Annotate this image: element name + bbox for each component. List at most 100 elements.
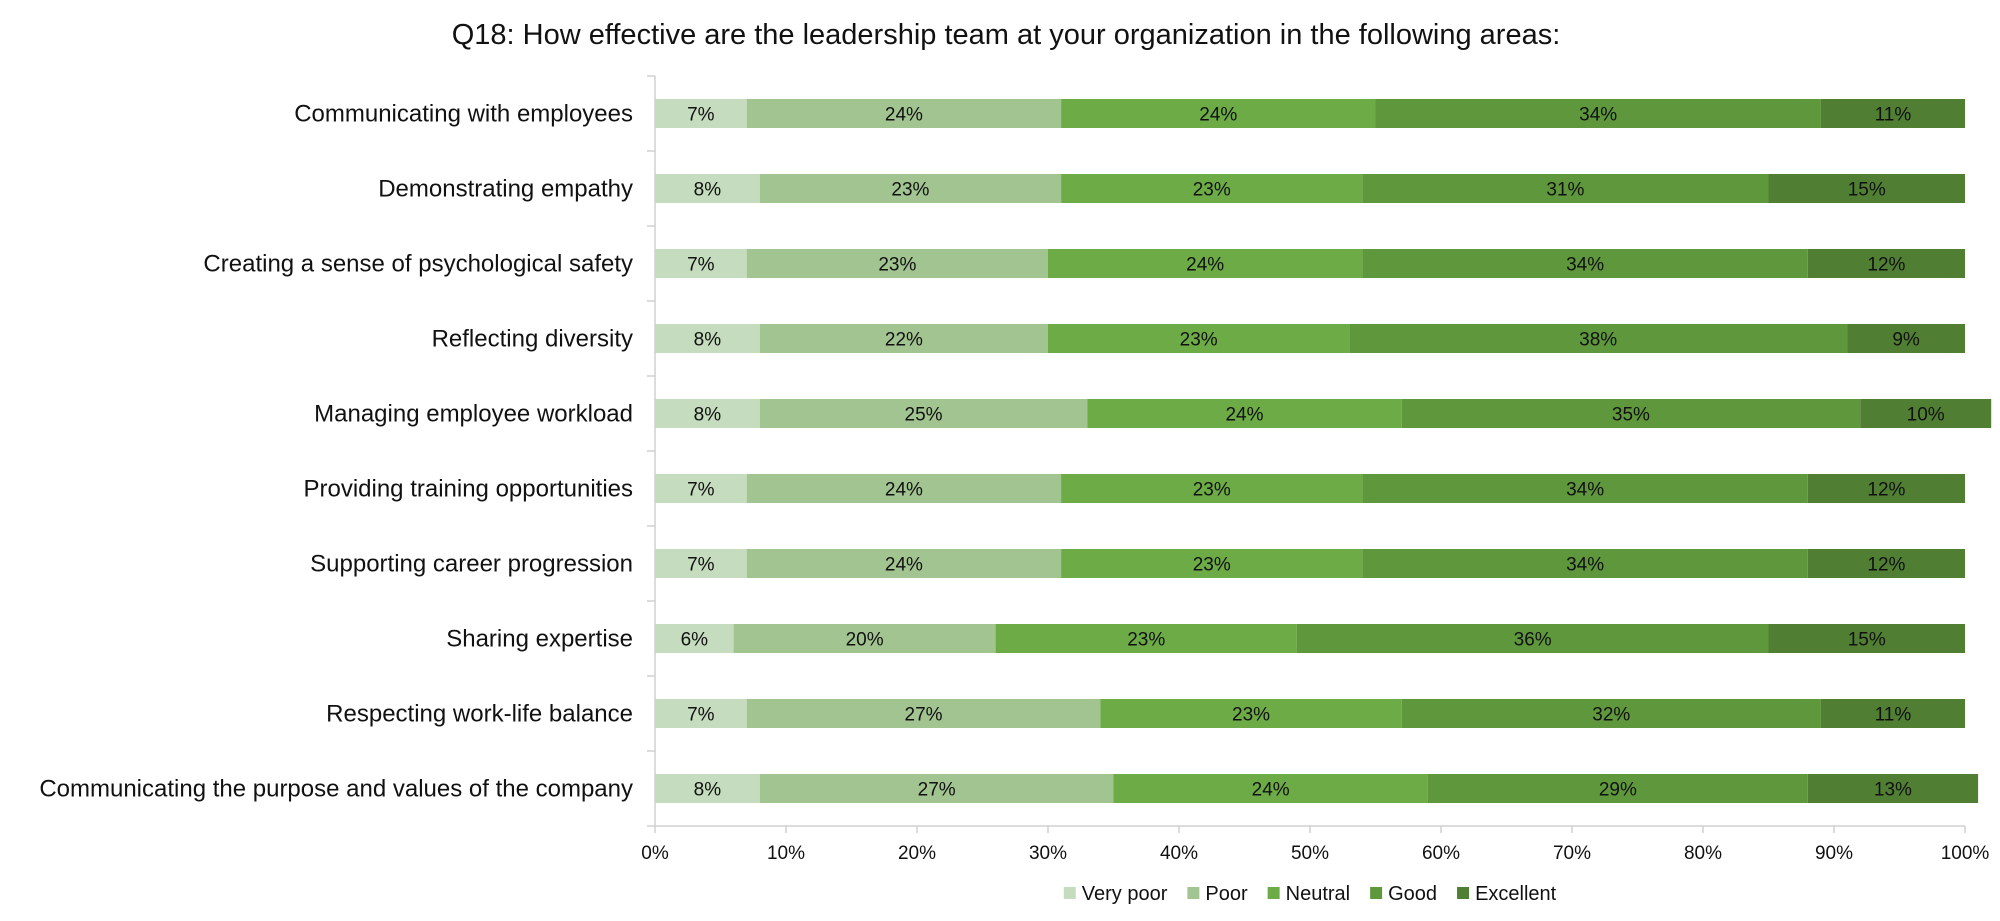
data-label: 36% bbox=[1514, 630, 1552, 651]
data-label: 23% bbox=[1193, 555, 1231, 576]
data-label: 29% bbox=[1599, 780, 1637, 801]
bar-segment bbox=[655, 549, 747, 578]
bar-segment bbox=[1061, 174, 1363, 203]
category-label: Reflecting diversity bbox=[432, 326, 633, 353]
x-tick-label: 100% bbox=[1941, 843, 1990, 864]
data-label: 24% bbox=[1252, 780, 1290, 801]
bar-segment bbox=[746, 549, 1062, 578]
chart-title: Q18: How effective are the leadership te… bbox=[452, 19, 1561, 51]
data-label: 15% bbox=[1848, 180, 1886, 201]
data-label: 35% bbox=[1612, 405, 1650, 426]
bar-segment bbox=[1362, 549, 1808, 578]
data-label: 23% bbox=[1127, 630, 1165, 651]
data-label: 12% bbox=[1867, 555, 1905, 576]
legend-label: Poor bbox=[1205, 883, 1248, 905]
data-label: 8% bbox=[694, 180, 722, 201]
data-label: 12% bbox=[1867, 255, 1905, 276]
legend-swatch bbox=[1370, 887, 1383, 899]
bar-segment bbox=[1087, 399, 1402, 428]
data-label: 34% bbox=[1566, 480, 1604, 501]
data-label: 34% bbox=[1566, 255, 1604, 276]
x-tick-label: 30% bbox=[1029, 843, 1067, 864]
data-label: 8% bbox=[694, 780, 722, 801]
data-label: 24% bbox=[1199, 105, 1237, 126]
bar-segment bbox=[746, 99, 1062, 128]
data-label: 23% bbox=[891, 180, 929, 201]
data-label: 24% bbox=[885, 105, 923, 126]
bar-segment bbox=[655, 324, 760, 353]
data-label: 8% bbox=[694, 330, 722, 351]
bar-segment bbox=[1100, 699, 1402, 728]
data-label: 7% bbox=[687, 705, 715, 726]
legend: Very poor Poor Neutral Good Excellent bbox=[1063, 883, 1557, 905]
bar-segment bbox=[1820, 99, 1965, 128]
bar-segment bbox=[1061, 99, 1376, 128]
bar-segment bbox=[759, 324, 1048, 353]
bars bbox=[655, 99, 1992, 803]
data-label: 23% bbox=[1180, 330, 1218, 351]
data-label: 23% bbox=[1193, 180, 1231, 201]
legend-swatch bbox=[1187, 887, 1200, 899]
data-label: 32% bbox=[1592, 705, 1630, 726]
bar-segment bbox=[1048, 324, 1350, 353]
data-label: 34% bbox=[1579, 105, 1617, 126]
legend-label: Good bbox=[1388, 883, 1437, 905]
category-label: Creating a sense of psychological safety bbox=[203, 251, 633, 278]
x-tick-label: 80% bbox=[1684, 843, 1722, 864]
data-label: 6% bbox=[681, 630, 709, 651]
x-tick-label: 40% bbox=[1160, 843, 1198, 864]
bar-segment bbox=[746, 474, 1062, 503]
data-label: 9% bbox=[1892, 330, 1920, 351]
bar-segment bbox=[759, 174, 1062, 203]
bar-segment bbox=[655, 474, 747, 503]
bar-segment bbox=[1847, 324, 1965, 353]
bar-segment bbox=[655, 249, 747, 278]
data-label: 24% bbox=[1186, 255, 1224, 276]
data-labels: 7% 24% 24% 34% 11% 8% 23% 23% 31% 15% 7% 23% 24% 34% 1… bbox=[681, 105, 1945, 801]
data-label: 12% bbox=[1867, 480, 1905, 501]
x-tick-label: 20% bbox=[898, 843, 936, 864]
legend-label: Excellent bbox=[1475, 883, 1557, 905]
category-label: Providing training opportunities bbox=[303, 476, 633, 503]
data-label: 31% bbox=[1546, 180, 1584, 201]
bar-segment bbox=[1807, 774, 1979, 803]
category-label: Sharing expertise bbox=[446, 626, 633, 653]
bar-segment bbox=[1113, 774, 1428, 803]
bar-segment bbox=[1375, 99, 1821, 128]
bar-segment bbox=[1860, 399, 1992, 428]
x-tick-label: 60% bbox=[1422, 843, 1460, 864]
bar-segment bbox=[733, 624, 996, 653]
data-label: 8% bbox=[694, 405, 722, 426]
data-label: 23% bbox=[1232, 705, 1270, 726]
x-tick-label: 10% bbox=[767, 843, 805, 864]
bar-segment bbox=[1362, 174, 1769, 203]
bar-segment bbox=[1807, 249, 1965, 278]
bar-segment bbox=[746, 249, 1048, 278]
bar-segment bbox=[1807, 549, 1965, 578]
bar-segment bbox=[1296, 624, 1769, 653]
data-label: 25% bbox=[905, 405, 943, 426]
bar-segment bbox=[1427, 774, 1808, 803]
data-label: 7% bbox=[687, 480, 715, 501]
bar-segment bbox=[1820, 699, 1965, 728]
data-label: 20% bbox=[846, 630, 884, 651]
bar-segment bbox=[1768, 174, 1965, 203]
bar-segment bbox=[1349, 324, 1848, 353]
x-tick-label: 50% bbox=[1291, 843, 1329, 864]
category-label: Respecting work-life balance bbox=[326, 701, 633, 728]
category-label: Communicating with employees bbox=[294, 101, 633, 128]
data-label: 27% bbox=[905, 705, 943, 726]
bar-segment bbox=[1768, 624, 1965, 653]
legend-swatch bbox=[1457, 887, 1470, 899]
data-label: 15% bbox=[1848, 630, 1886, 651]
bar-segment bbox=[1362, 249, 1808, 278]
bar-segment bbox=[655, 99, 747, 128]
bar-segment bbox=[655, 774, 760, 803]
data-label: 24% bbox=[885, 555, 923, 576]
data-label: 11% bbox=[1875, 705, 1912, 726]
legend-swatch bbox=[1267, 887, 1280, 899]
bar-segment bbox=[1048, 249, 1363, 278]
data-label: 7% bbox=[687, 255, 715, 276]
